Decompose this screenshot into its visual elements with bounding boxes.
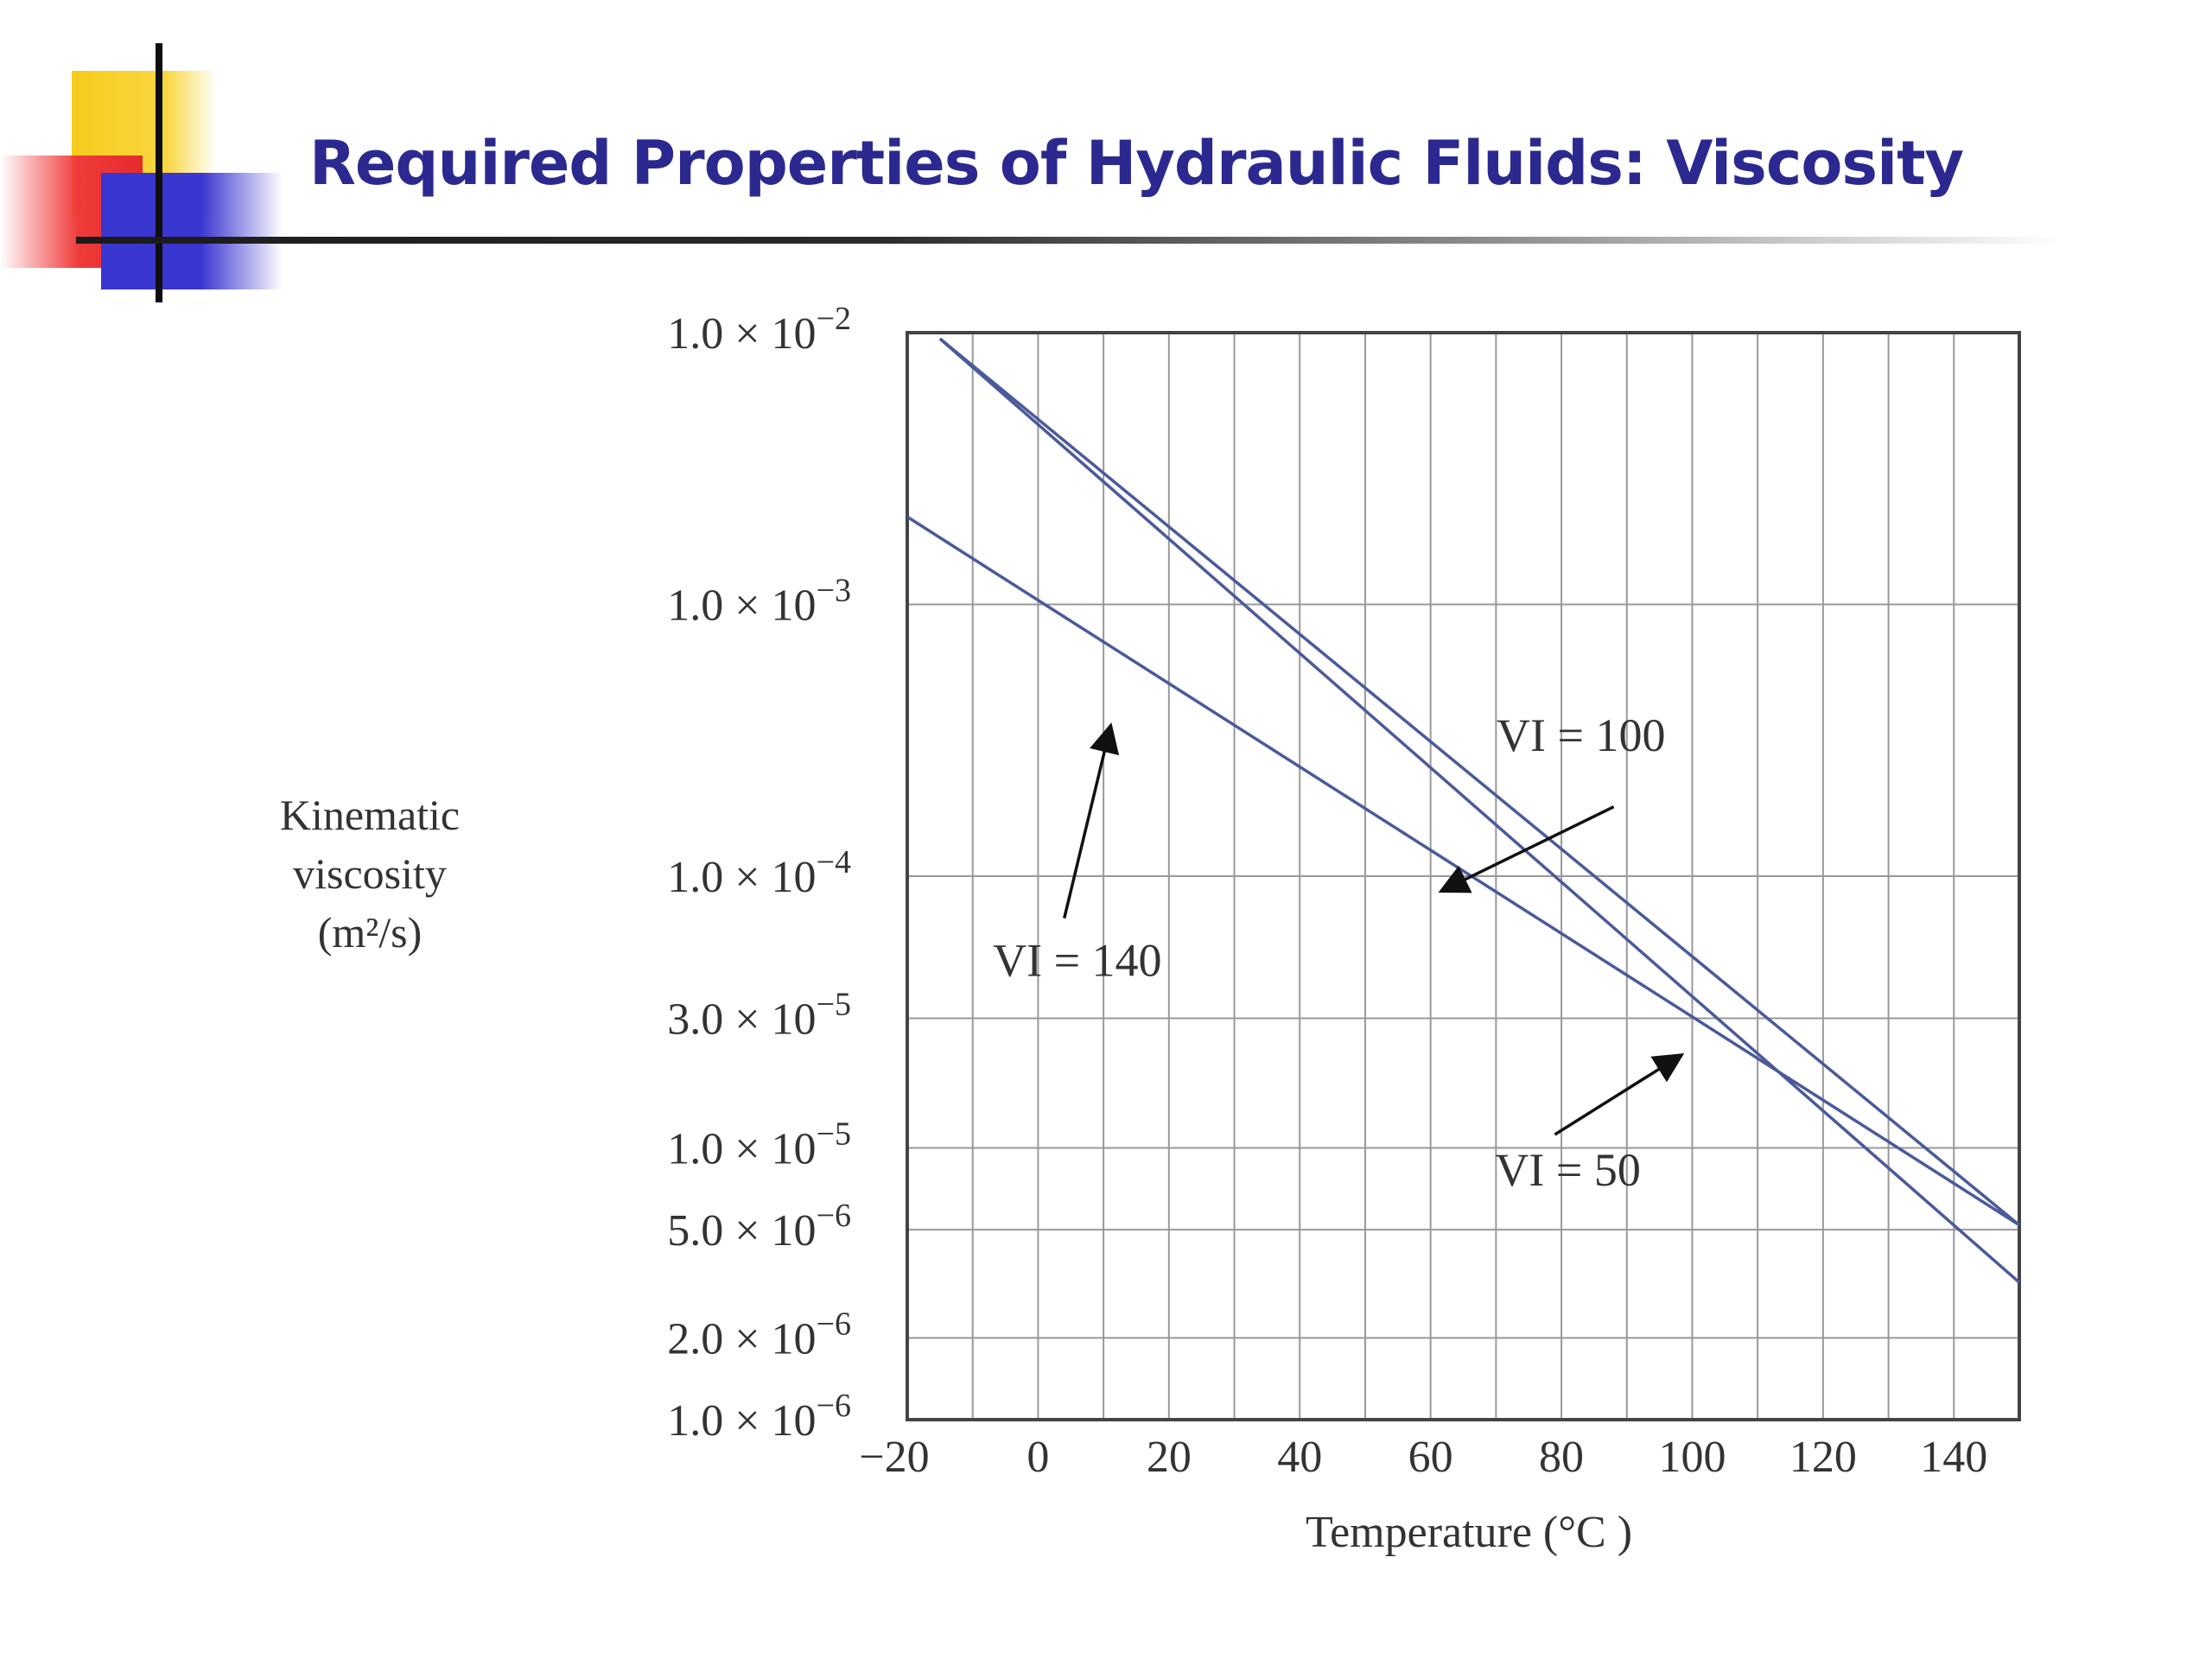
series-line-vi50 bbox=[938, 337, 2021, 1284]
x-tick-label: −20 bbox=[859, 1433, 929, 1482]
annotation-label-vi100: VI = 100 bbox=[1497, 709, 1665, 761]
y-tick-label: 2.0 × 10−6 bbox=[667, 1306, 851, 1363]
y-tick-label: 1.0 × 10−2 bbox=[667, 301, 851, 359]
y-tick-label: 1.0 × 10−5 bbox=[667, 1116, 851, 1174]
x-tick-label: 100 bbox=[1658, 1433, 1726, 1482]
annotation-arrow-vi50 bbox=[1554, 1052, 1685, 1136]
decor-vertical-line bbox=[156, 43, 162, 302]
decor-blue-square bbox=[101, 173, 283, 289]
plot-frame bbox=[906, 331, 2021, 1421]
x-tick-label: 80 bbox=[1539, 1433, 1584, 1482]
x-tick-label: 120 bbox=[1789, 1433, 1857, 1482]
series-annotations: VI = 100 VI = 140 VI = 50 bbox=[993, 709, 1685, 1196]
x-tick-labels: −20 0 20 40 60 80 100 120 140 bbox=[859, 1433, 1987, 1482]
y-tick-labels: 1.0 × 10−2 1.0 × 10−3 1.0 × 10−4 3.0 × 10−5… bbox=[667, 301, 851, 1446]
annotation-arrow-vi140 bbox=[1062, 722, 1120, 919]
x-tick-label: 40 bbox=[1277, 1433, 1322, 1482]
y-axis-label: Kinematic viscosity (m²/s) bbox=[280, 791, 460, 957]
x-tick-label: 0 bbox=[1027, 1433, 1049, 1482]
y-tick-label: 1.0 × 10−4 bbox=[667, 844, 851, 902]
series-line-vi100 bbox=[938, 337, 2021, 1227]
chart-series bbox=[906, 337, 2021, 1284]
x-tick-label: 60 bbox=[1408, 1433, 1453, 1482]
x-tick-label: 140 bbox=[1920, 1433, 1987, 1482]
y-tick-label: 3.0 × 10−5 bbox=[667, 986, 851, 1044]
y-tick-label: 1.0 × 10−3 bbox=[667, 573, 851, 631]
y-tick-label: 1.0 × 10−6 bbox=[667, 1388, 851, 1446]
series-line-vi140 bbox=[906, 515, 2020, 1227]
x-axis-label: Temperature (°C ) bbox=[1306, 1508, 1632, 1557]
y-tick-label: 5.0 × 10−6 bbox=[667, 1198, 851, 1255]
annotation-arrow-vi100 bbox=[1438, 805, 1615, 893]
annotation-label-vi50: VI = 50 bbox=[1495, 1144, 1640, 1196]
annotation-label-vi140: VI = 140 bbox=[993, 934, 1161, 986]
slide-title: Required Properties of Hydraulic Fluids:… bbox=[309, 128, 1964, 199]
x-tick-label: 20 bbox=[1147, 1433, 1192, 1482]
title-underline bbox=[76, 237, 2063, 244]
